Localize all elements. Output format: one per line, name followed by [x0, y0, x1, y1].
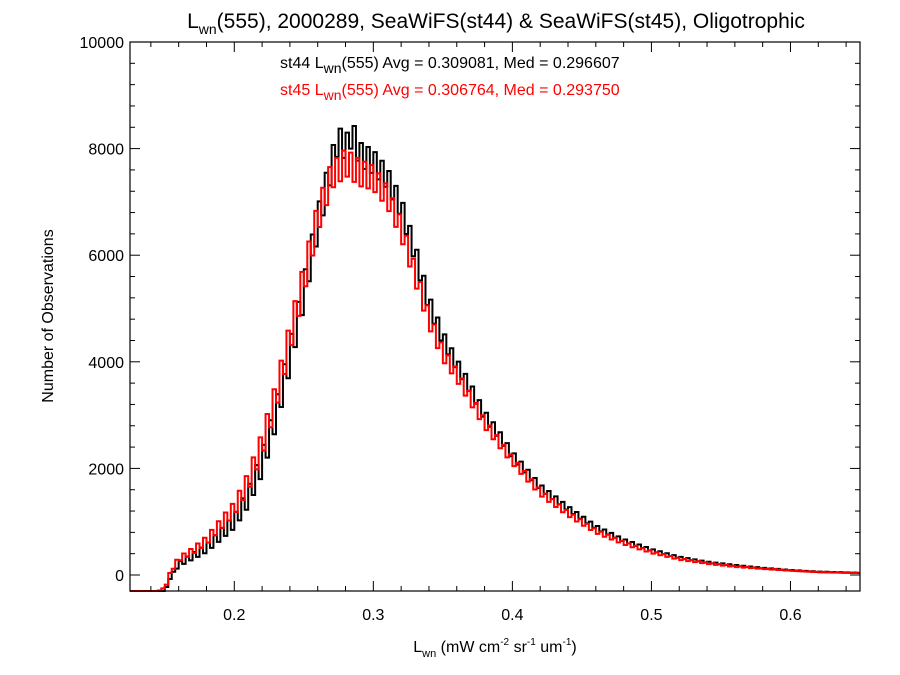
x-tick-label: 0.2 — [223, 607, 245, 624]
x-tick-label: 0.3 — [362, 607, 384, 624]
series-line-st44 — [130, 124, 860, 592]
x-axis-label: Lwn (mW cm-2 sr-1 um-1) — [413, 637, 576, 660]
y-tick-label: 6000 — [88, 248, 124, 265]
x-tick-label: 0.4 — [501, 607, 523, 624]
y-tick-label: 8000 — [88, 142, 124, 159]
y-axis-label: Number of Observations — [40, 229, 57, 402]
stats-line-st45: st45 Lwn(555) Avg = 0.306764, Med = 0.29… — [280, 82, 620, 103]
plot-frame — [129, 41, 861, 592]
x-tick-label: 0.6 — [779, 607, 801, 624]
y-tick-label: 10000 — [80, 35, 125, 52]
chart-title: Lwn(555), 2000289, SeaWiFS(st44) & SeaWi… — [187, 10, 805, 37]
series-layer — [130, 124, 860, 592]
tick-layer: 0.2 0.3 0.4 0.5 0.6 0 2000 4000 6000 8000 10000 — [80, 35, 860, 624]
y-tick-label: 0 — [115, 568, 124, 585]
series-line-st45 — [130, 149, 860, 592]
y-tick-label: 4000 — [88, 355, 124, 372]
stats-line-st44: st44 Lwn(555) Avg = 0.309081, Med = 0.29… — [280, 55, 620, 76]
y-tick-label: 2000 — [88, 461, 124, 478]
x-tick-label: 0.5 — [640, 607, 662, 624]
